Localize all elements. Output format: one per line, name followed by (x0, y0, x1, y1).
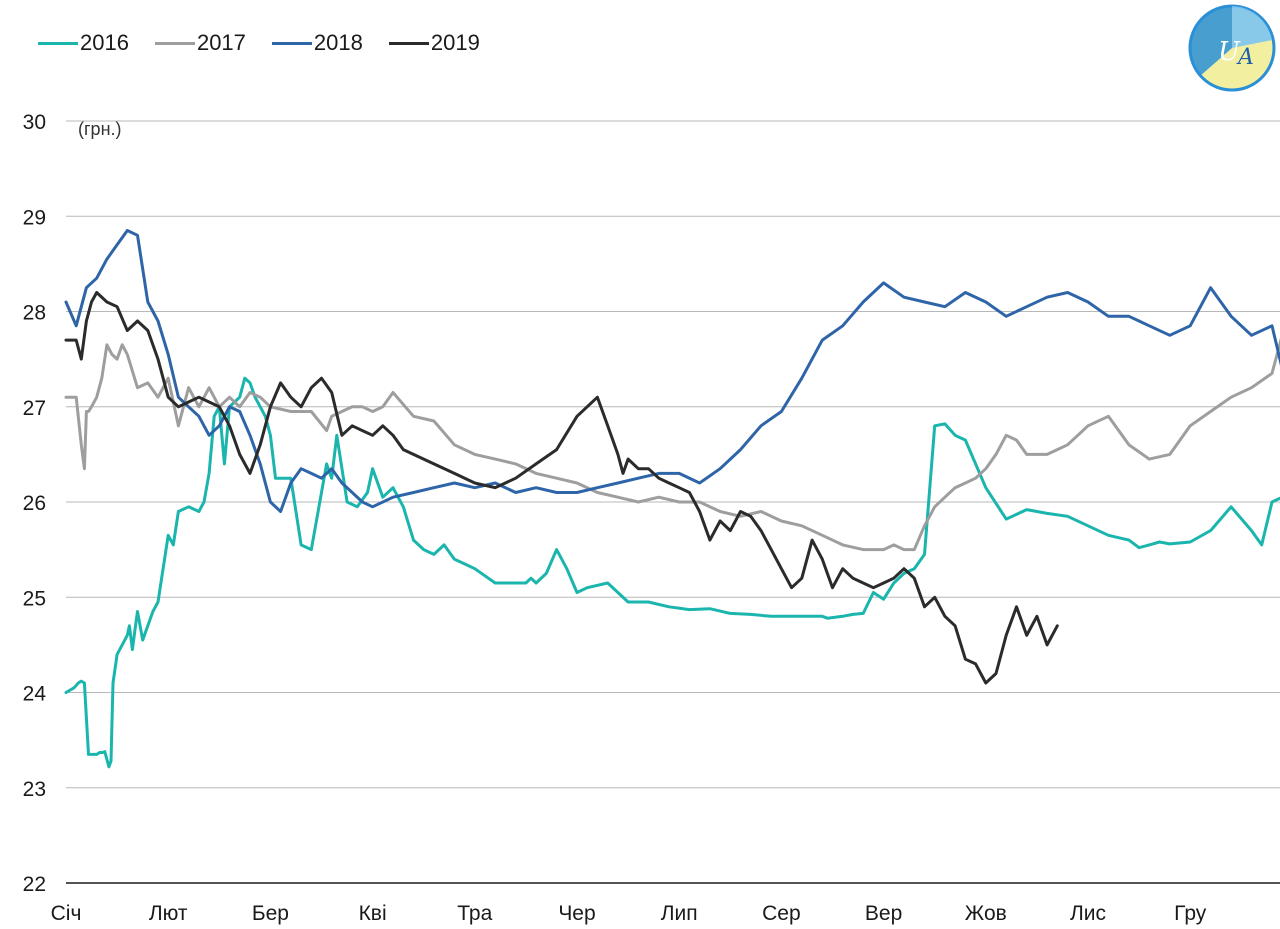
series-line-2018 (64, 229, 1280, 513)
series-line-2016 (64, 376, 1280, 769)
x-tick-label: Лип (661, 902, 698, 925)
legend-item-2018: 2018 (271, 30, 363, 56)
x-tick-label: Кві (359, 902, 387, 925)
x-tick-label: Чер (558, 902, 595, 925)
x-tick-label: Січ (51, 902, 82, 925)
y-unit-label: (грн.) (78, 119, 122, 139)
y-tick-label: 23 (23, 778, 46, 801)
chart-legend: 2016 2017 2018 2019 (38, 30, 480, 56)
y-tick-label: 25 (23, 587, 46, 610)
legend-swatch (271, 41, 312, 45)
x-tick-label: Вер (865, 902, 902, 925)
legend-item-2017: 2017 (154, 30, 246, 56)
x-tick-label: Гру (1174, 902, 1207, 925)
y-tick-label: 22 (23, 873, 46, 896)
legend-swatch (38, 41, 78, 45)
legend-label: 2018 (313, 30, 363, 55)
legend-swatch (388, 41, 429, 45)
y-tick-label: 28 (23, 302, 46, 325)
legend-label: 2016 (80, 30, 129, 55)
x-tick-label: Тра (457, 902, 492, 925)
y-tick-label: 29 (23, 206, 46, 229)
svg-text:U: U (1218, 37, 1241, 67)
y-tick-label: 24 (23, 683, 47, 706)
ua-logo: U A (1188, 4, 1276, 92)
legend-swatch (154, 41, 195, 45)
x-tick-label: Бер (252, 902, 289, 925)
y-tick-label: 26 (23, 492, 46, 515)
x-tick-label: Жов (965, 902, 1007, 925)
legend-label: 2019 (430, 30, 480, 55)
y-tick-label: 30 (23, 111, 46, 134)
legend-label: 2017 (196, 30, 246, 55)
legend-item-2016: 2016 (38, 30, 129, 56)
y-tick-label: 27 (23, 397, 46, 420)
x-tick-label: Сер (762, 902, 801, 925)
svg-text:A: A (1236, 45, 1254, 70)
series-line-2017 (64, 337, 1280, 552)
series-line-2019 (64, 291, 1059, 685)
legend-item-2019: 2019 (388, 30, 480, 56)
x-tick-label: Лис (1070, 902, 1106, 925)
x-tick-label: Лют (149, 902, 188, 925)
